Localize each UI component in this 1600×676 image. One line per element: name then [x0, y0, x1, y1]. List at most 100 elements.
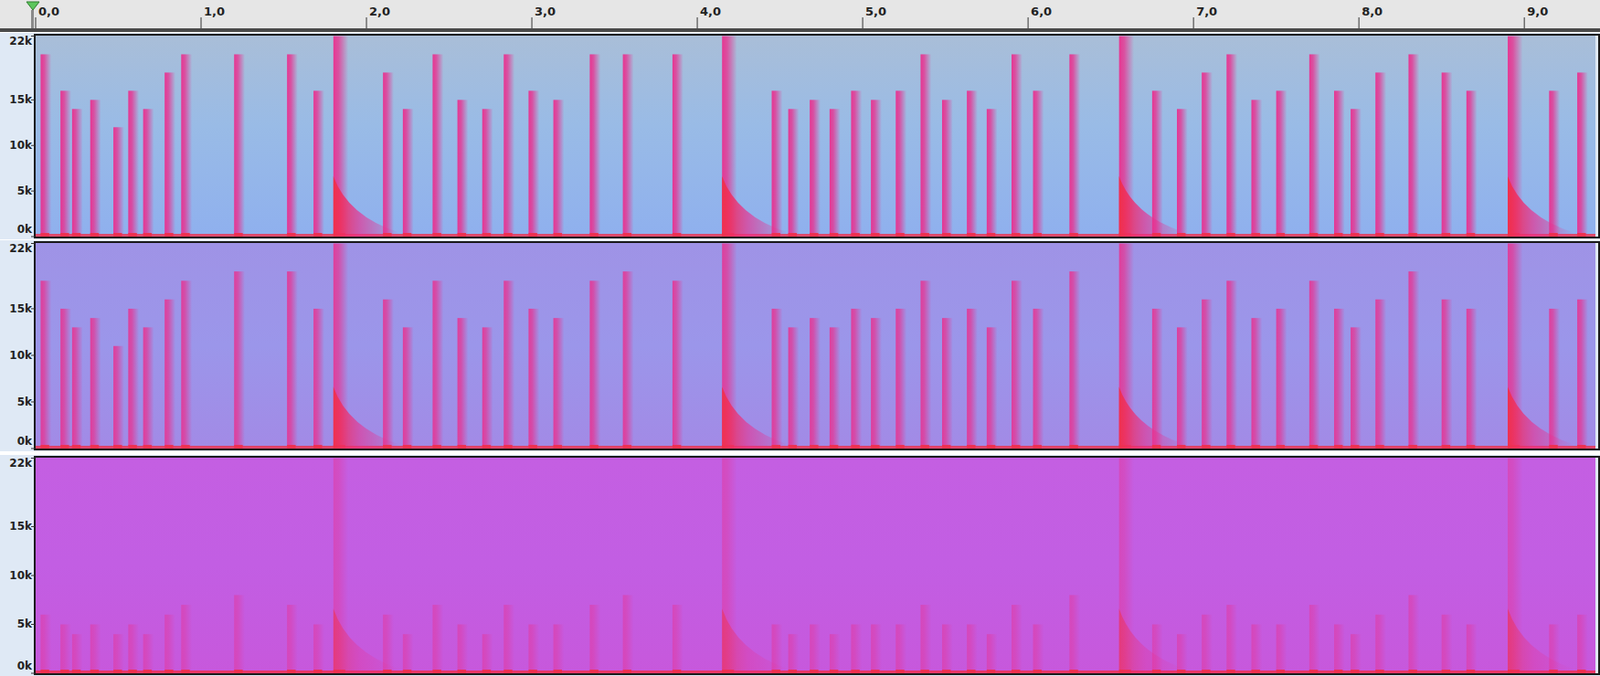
plot-area — [35, 457, 1596, 674]
onset-stroke — [127, 624, 139, 674]
onset — [1577, 614, 1589, 674]
onset-stroke — [966, 624, 978, 674]
onset-base — [1334, 445, 1343, 449]
onset-base — [40, 669, 49, 674]
onset-stroke — [432, 53, 444, 237]
onset-stroke — [589, 604, 601, 674]
onset-base — [402, 233, 412, 237]
onset-base — [942, 233, 951, 237]
y-axis: 0k5k10k15k22k — [9, 456, 35, 674]
onset-stroke — [895, 308, 907, 449]
onset-stroke — [1011, 53, 1023, 237]
onset — [528, 90, 540, 237]
onset-stroke — [113, 346, 125, 449]
onset-base — [1069, 669, 1078, 674]
onset-base — [788, 233, 797, 237]
onset-base — [589, 233, 598, 237]
onset — [589, 280, 601, 449]
onset-stroke — [1375, 299, 1387, 449]
onset-base — [164, 233, 173, 237]
onset-stroke — [382, 614, 394, 674]
onset-base — [286, 445, 296, 449]
onset-tail — [1507, 387, 1574, 450]
onset-base — [432, 233, 441, 237]
onset-base — [623, 445, 632, 449]
onset-base — [60, 445, 69, 449]
onset-stroke — [113, 127, 125, 237]
onset-base — [1011, 669, 1020, 674]
onset-base — [772, 233, 781, 237]
onset-base — [942, 445, 951, 449]
onset-base — [143, 669, 152, 674]
onset-stroke — [40, 614, 52, 674]
onset-base — [1033, 669, 1042, 674]
onset-stroke — [1250, 317, 1262, 449]
onset-base — [1226, 233, 1235, 237]
onset-stroke — [672, 604, 684, 674]
onset — [402, 108, 414, 237]
onset-stroke — [90, 317, 102, 449]
onset — [1466, 90, 1478, 237]
onset-stroke — [1033, 624, 1045, 674]
onset-base — [895, 669, 904, 674]
onset-base — [482, 233, 491, 237]
x-tick-label: 9,0 — [1526, 4, 1548, 19]
onset — [942, 99, 954, 237]
onset-base — [1226, 669, 1235, 674]
onset-stroke — [809, 99, 821, 237]
playhead-line — [31, 10, 34, 29]
onset — [1548, 308, 1560, 449]
onset — [60, 308, 72, 449]
onset-base — [1548, 233, 1558, 237]
onset — [966, 308, 978, 449]
onset — [870, 99, 882, 237]
onset — [1033, 90, 1045, 237]
onset — [623, 594, 635, 674]
onset — [1309, 604, 1321, 674]
x-tick — [201, 17, 202, 29]
onset-base — [72, 445, 81, 449]
onset — [1507, 243, 1574, 449]
onset — [1011, 280, 1023, 449]
onset-base — [233, 669, 243, 674]
onset-stroke — [503, 604, 515, 674]
onset-tail — [721, 608, 788, 674]
onset-stroke — [850, 624, 862, 674]
onset-base — [1152, 669, 1161, 674]
x-tick-label: 0,0 — [38, 4, 60, 19]
onset-base — [432, 669, 441, 674]
onset-base — [1466, 669, 1475, 674]
track-frame — [34, 34, 1600, 238]
onset-base — [40, 233, 49, 237]
onset-stroke — [72, 327, 84, 449]
x-tick — [1358, 17, 1360, 29]
onset — [1577, 72, 1589, 237]
onset — [1176, 634, 1188, 674]
onset-stroke — [233, 53, 245, 237]
onset-stroke — [1276, 308, 1288, 449]
onset — [1069, 271, 1081, 449]
x-tick-label: 5,0 — [865, 4, 887, 19]
onset — [1250, 624, 1262, 674]
onset-base — [850, 445, 859, 449]
onset-stroke — [966, 308, 978, 449]
onset — [1276, 90, 1288, 237]
time-ruler: 0,01,02,03,04,05,06,07,08,09,0 — [0, 0, 1600, 32]
onset-stroke — [90, 99, 102, 237]
onset-stroke — [113, 634, 125, 674]
onset — [1033, 308, 1045, 449]
onset — [1152, 624, 1164, 674]
onset-stroke — [164, 299, 176, 449]
onset — [1276, 624, 1288, 674]
onset — [1226, 53, 1238, 237]
x-tick-label: 1,0 — [203, 4, 225, 19]
onset-stroke — [788, 634, 800, 674]
onset-stroke — [233, 594, 245, 674]
y-tick-label: 10k — [9, 138, 33, 152]
onset-base — [113, 233, 122, 237]
onset-base — [180, 669, 190, 674]
onset-base — [1250, 233, 1260, 237]
onset-base — [1466, 445, 1475, 449]
onset-stroke — [1350, 108, 1362, 237]
y-tick-label: 0k — [17, 434, 33, 448]
